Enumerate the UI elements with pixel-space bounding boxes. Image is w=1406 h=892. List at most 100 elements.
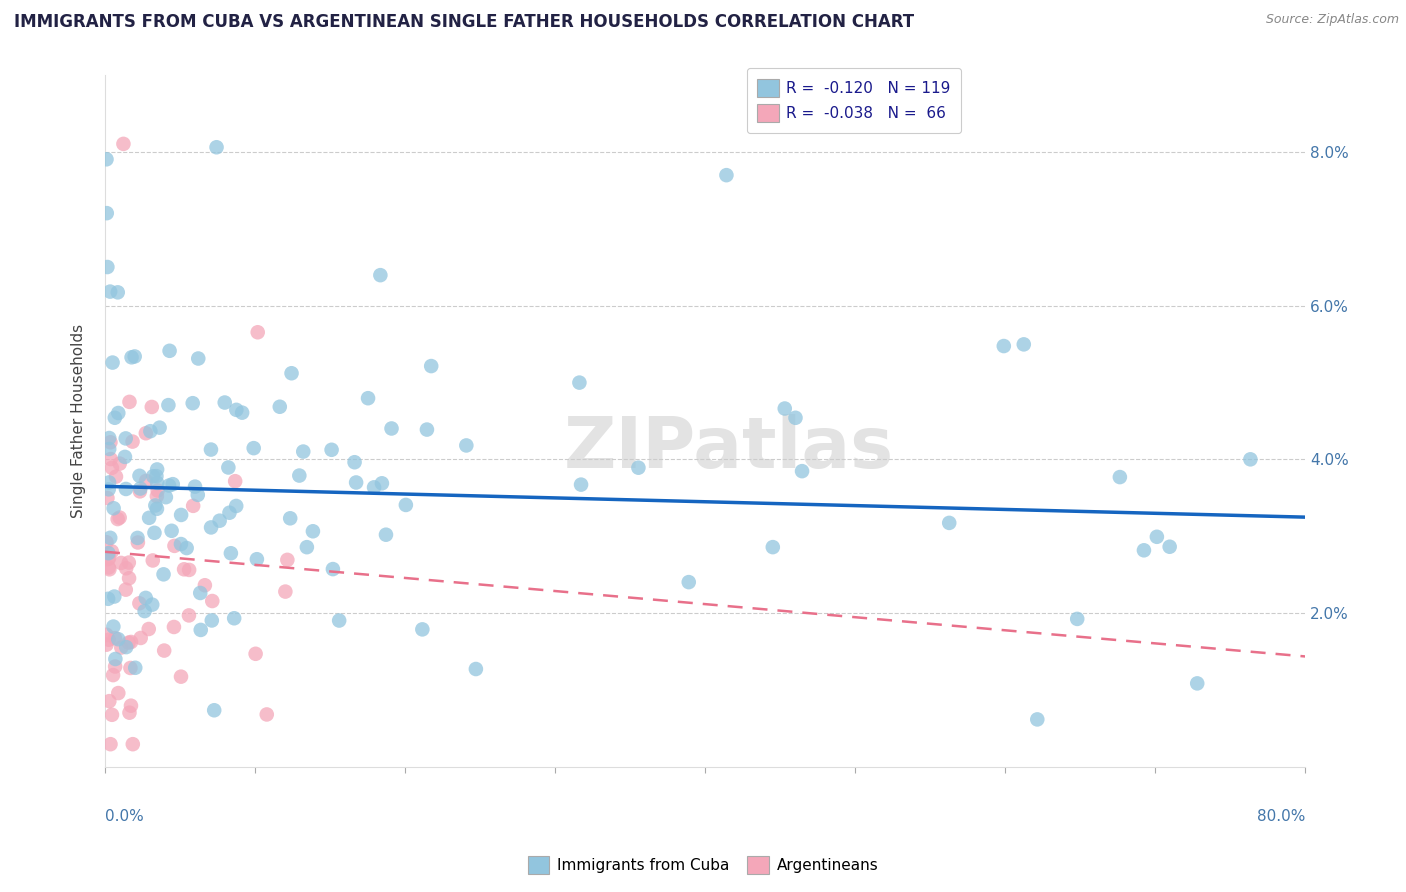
Point (295, 540, 318, 554)
Point (416, 423, 439, 437)
Point (219, 546, 242, 560)
Point (120, 635, 142, 649)
Point (1133, 543, 1156, 558)
Point (395, 498, 418, 512)
Point (97, 546, 120, 560)
Point (103, 619, 125, 633)
Point (716, 168, 738, 182)
Point (98, 285, 121, 299)
Point (370, 268, 392, 282)
Point (142, 469, 165, 483)
Point (790, 464, 813, 478)
Point (135, 474, 157, 488)
Point (1146, 530, 1168, 544)
Y-axis label: Single Father Households: Single Father Households (72, 324, 86, 518)
Point (160, 524, 183, 538)
Point (242, 441, 264, 455)
Point (103, 590, 125, 604)
Point (98, 562, 121, 576)
Point (278, 511, 301, 525)
Point (274, 584, 297, 599)
Legend: Immigrants from Cuba, Argentineans: Immigrants from Cuba, Argentineans (522, 850, 884, 880)
Point (246, 552, 269, 566)
Point (456, 438, 478, 452)
Point (200, 442, 222, 457)
Point (104, 659, 127, 673)
Point (146, 483, 169, 498)
Point (118, 706, 141, 720)
Point (464, 662, 486, 676)
Point (104, 469, 127, 483)
Point (280, 366, 302, 380)
Point (124, 350, 146, 364)
Point (411, 623, 433, 637)
Point (98, 431, 121, 445)
Point (96, 628, 118, 642)
Point (96, 206, 118, 220)
Point (146, 475, 169, 490)
Point (208, 514, 231, 528)
Point (217, 460, 239, 475)
Point (97, 552, 120, 566)
Point (143, 499, 166, 513)
Point (202, 703, 225, 717)
Point (179, 563, 201, 577)
Point (159, 343, 181, 358)
Point (98, 475, 121, 490)
Point (322, 562, 344, 576)
Point (97, 632, 120, 647)
Point (276, 553, 298, 567)
Point (97, 560, 120, 574)
Point (153, 643, 176, 657)
Point (245, 647, 267, 661)
Point (162, 477, 184, 491)
Point (120, 698, 142, 713)
Text: 80.0%: 80.0% (1257, 809, 1305, 824)
Point (114, 582, 136, 597)
Point (218, 506, 240, 520)
Point (101, 355, 124, 369)
Point (328, 614, 350, 628)
Point (115, 561, 138, 575)
Point (129, 482, 152, 496)
Point (104, 631, 127, 645)
Point (785, 410, 807, 425)
Point (246, 325, 269, 339)
Point (141, 400, 163, 414)
Point (187, 488, 209, 502)
Point (107, 285, 129, 300)
Point (181, 396, 204, 410)
Point (145, 469, 167, 483)
Point (357, 391, 380, 405)
Point (97, 483, 120, 497)
Point (170, 670, 193, 684)
Point (224, 474, 246, 488)
Point (762, 540, 785, 554)
Point (343, 455, 366, 469)
Text: IMMIGRANTS FROM CUBA VS ARGENTINEAN SINGLE FATHER HOUSEHOLDS CORRELATION CHART: IMMIGRANTS FROM CUBA VS ARGENTINEAN SING… (14, 13, 914, 31)
Point (177, 608, 200, 623)
Point (1159, 540, 1181, 554)
Text: 0.0%: 0.0% (105, 809, 143, 824)
Point (128, 468, 150, 483)
Point (170, 508, 193, 522)
Point (205, 140, 228, 154)
Point (163, 620, 186, 634)
Point (188, 586, 211, 600)
Point (100, 452, 122, 467)
Point (678, 575, 700, 590)
Point (124, 661, 146, 675)
Point (139, 424, 162, 438)
Point (201, 614, 224, 628)
Point (98, 442, 121, 456)
Point (176, 541, 198, 555)
Point (321, 442, 343, 457)
Point (993, 339, 1015, 353)
Point (98, 551, 121, 566)
Point (1012, 337, 1035, 351)
Point (96, 260, 118, 274)
Point (118, 556, 141, 570)
Point (96, 638, 118, 652)
Point (214, 395, 236, 409)
Point (627, 460, 650, 475)
